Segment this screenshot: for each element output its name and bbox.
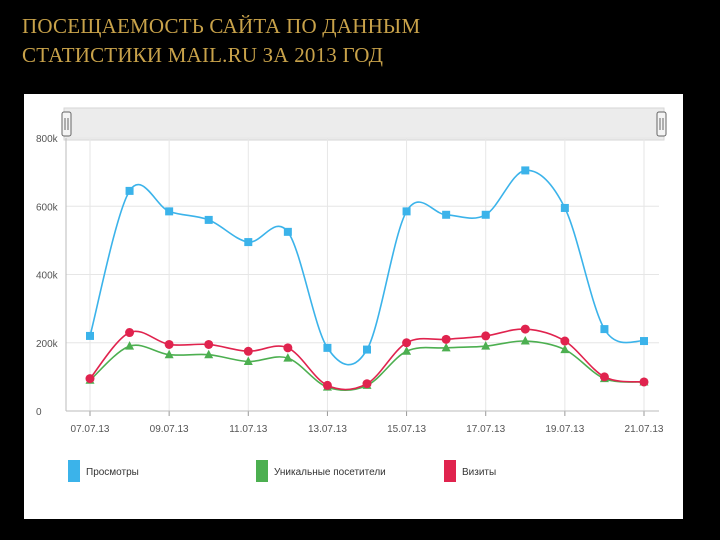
series-2: [85, 324, 649, 391]
navigator-left-handle[interactable]: [61, 111, 72, 137]
y-tick-label: 600k: [36, 202, 59, 213]
data-point-2[interactable]: [560, 336, 570, 346]
data-point-2[interactable]: [243, 346, 253, 356]
axes: 0 200k 400k 600k 800k 07.07.13 09.07.13 11.07.1…: [36, 134, 664, 435]
data-point-0[interactable]: [125, 186, 134, 195]
x-tick-label: 13.07.13: [308, 424, 347, 435]
data-point-0[interactable]: [283, 227, 292, 236]
x-tick-label: 07.07.13: [71, 424, 110, 435]
legend-swatch[interactable]: [68, 460, 80, 482]
data-point-1[interactable]: [204, 349, 214, 359]
data-point-2[interactable]: [639, 377, 649, 387]
legend-label[interactable]: Просмотры: [86, 467, 139, 478]
navigator-track[interactable]: [63, 107, 665, 141]
data-point-2[interactable]: [85, 374, 95, 384]
data-point-1[interactable]: [402, 346, 412, 355]
y-tick-label: 0: [36, 407, 42, 418]
y-tick-label: 400k: [36, 271, 59, 282]
data-point-0[interactable]: [244, 238, 253, 247]
data-point-2[interactable]: [283, 343, 293, 353]
series-layer: [85, 166, 649, 392]
data-point-2[interactable]: [520, 324, 530, 334]
data-point-1[interactable]: [164, 349, 174, 359]
y-tick-label: 800k: [36, 134, 59, 145]
data-point-0[interactable]: [521, 166, 530, 175]
data-point-1[interactable]: [481, 341, 491, 350]
legend: Просмотры Уникальные посетители Визиты: [68, 460, 496, 482]
data-point-0[interactable]: [363, 345, 371, 354]
data-point-1[interactable]: [125, 341, 135, 350]
data-point-0[interactable]: [165, 207, 174, 216]
data-point-0[interactable]: [402, 207, 411, 216]
legend-item-0[interactable]: Просмотры: [68, 460, 139, 482]
range-navigator[interactable]: [61, 107, 667, 141]
data-point-0[interactable]: [442, 210, 451, 219]
data-point-2[interactable]: [125, 328, 135, 338]
data-point-2[interactable]: [481, 331, 491, 341]
grid-lines: [66, 137, 659, 412]
x-tick-label: 17.07.13: [466, 424, 505, 435]
slide-title-line-1: ПОСЕЩАЕМОСТЬ САЙТА ПО ДАННЫМ: [22, 14, 421, 38]
x-tick-label: 19.07.13: [545, 424, 584, 435]
legend-label[interactable]: Уникальные посетители: [274, 467, 386, 478]
data-point-2[interactable]: [322, 380, 332, 390]
series-0: [86, 166, 648, 366]
data-point-1[interactable]: [560, 344, 570, 354]
line-chart: 0 200k 400k 600k 800k 07.07.13 09.07.13 11.07.1…: [36, 107, 667, 482]
x-tick-label: 11.07.13: [229, 424, 268, 435]
data-point-0[interactable]: [600, 325, 609, 334]
data-point-1[interactable]: [283, 353, 293, 362]
data-point-2[interactable]: [362, 379, 372, 389]
legend-item-2[interactable]: Визиты: [444, 460, 496, 482]
chart-panel: 0 200k 400k 600k 800k 07.07.13 09.07.13 11.07.1…: [24, 94, 683, 519]
data-point-0[interactable]: [204, 215, 213, 224]
series-line-0: [89, 169, 645, 366]
navigator-right-handle[interactable]: [656, 111, 667, 137]
data-point-0[interactable]: [323, 343, 332, 352]
data-point-2[interactable]: [204, 339, 214, 349]
slide-title-line-2: СТАТИСТИКИ MAIL.RU ЗА 2013 ГОД: [22, 43, 384, 67]
data-point-2[interactable]: [164, 339, 174, 349]
legend-label[interactable]: Визиты: [462, 467, 496, 478]
legend-item-1[interactable]: Уникальные посетители: [256, 460, 386, 482]
data-point-0[interactable]: [640, 337, 648, 346]
slide-title: ПОСЕЩАЕМОСТЬ САЙТА ПО ДАННЫМ СТАТИСТИКИ …: [22, 12, 702, 70]
data-point-0[interactable]: [86, 331, 94, 340]
x-tick-label: 09.07.13: [150, 424, 189, 435]
data-point-1[interactable]: [520, 336, 530, 345]
legend-swatch[interactable]: [444, 460, 456, 482]
data-point-2[interactable]: [441, 334, 451, 344]
data-point-0[interactable]: [560, 203, 569, 212]
data-point-1[interactable]: [441, 342, 451, 352]
y-tick-label: 200k: [36, 339, 59, 350]
data-point-2[interactable]: [402, 338, 412, 348]
x-tick-label: 15.07.13: [387, 424, 426, 435]
data-point-2[interactable]: [599, 372, 609, 382]
data-point-1[interactable]: [243, 356, 253, 366]
data-point-0[interactable]: [481, 210, 490, 219]
x-tick-label: 21.07.13: [625, 424, 664, 435]
legend-swatch[interactable]: [256, 460, 268, 482]
